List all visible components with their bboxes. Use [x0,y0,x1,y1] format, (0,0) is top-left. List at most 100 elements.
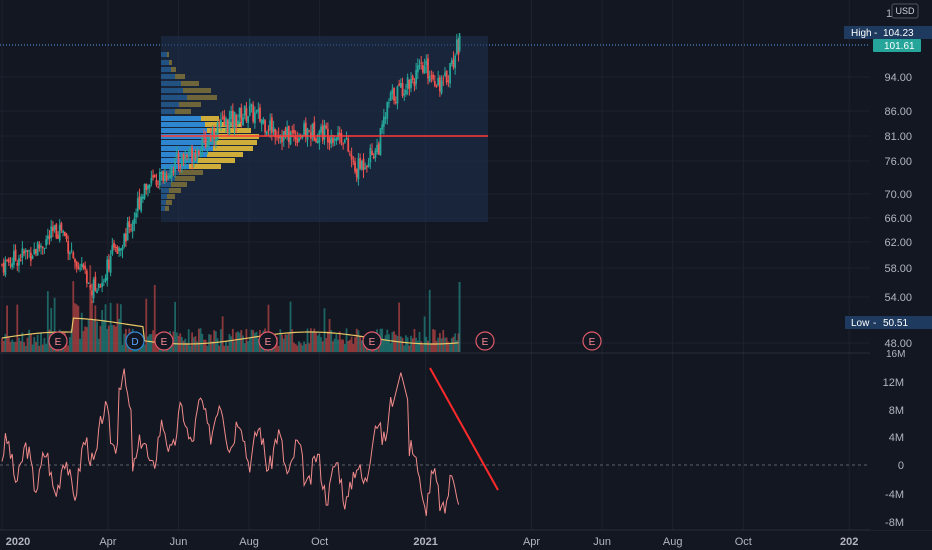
volume-bar [14,341,17,352]
volume-bar [123,333,126,352]
candle-body [296,138,299,143]
candle-body [423,66,426,74]
volume-bar [281,334,283,352]
candle-body [365,165,368,168]
volume-bar [355,328,358,352]
volume-bar [179,333,182,352]
volume-bar [311,331,314,352]
candle-body [416,65,419,73]
event-marker-earnings[interactable]: E [475,331,495,351]
currency-label: USD [895,6,915,16]
candle-body [415,70,418,84]
candle-body [233,111,236,129]
event-marker-earnings[interactable]: E [258,331,278,351]
candle-body [289,132,292,145]
volume-bar [80,312,83,352]
candle-body [422,65,424,73]
candle-body [230,111,233,119]
profile-bar-yellow [187,95,217,100]
volume-bar [455,340,458,352]
candle-body [328,139,331,143]
profile-bar-blue [161,81,181,86]
volume-bar [413,328,416,352]
osc-tick-partial: 16M [886,349,905,360]
volume-bar [218,345,221,352]
candle-body [311,123,314,138]
candle-body [281,135,283,143]
volume-bar [221,316,224,352]
candle-body [170,169,173,178]
volume-bar [243,343,246,352]
volume-bar [91,300,93,352]
currency-button[interactable]: USD [891,3,919,19]
volume-bar [408,345,411,352]
profile-bar-yellow [175,176,195,181]
volume-bar [26,337,29,352]
volume-bar [308,343,311,352]
volume-bar [357,330,360,352]
volume-bar [315,331,317,352]
high-tag-value: 104.23 [883,28,914,39]
candle-body [18,258,20,266]
candle-body [165,174,168,180]
candle-body [75,261,78,267]
volume-bar [204,339,207,352]
candle-body [265,131,268,135]
volume-bar [35,341,37,352]
profile-bar-yellow [205,122,241,127]
candle-body [408,79,411,90]
volume-bar [403,345,406,352]
event-marker-earnings[interactable]: E [154,331,174,351]
candle-body [245,108,248,121]
candle-body [272,127,275,132]
candle-body [116,246,119,254]
event-marker-earnings-future[interactable]: E [582,331,602,351]
candle-body [1,264,3,266]
candle-body [362,158,365,170]
low-tag-value: 50.51 [883,318,908,329]
price-candles [1,33,461,304]
event-marker-dividend[interactable]: D [125,331,145,351]
volume-bar [203,339,205,352]
profile-bar-yellow [189,164,221,169]
volume-bar [415,337,418,352]
profile-bar-blue [161,128,207,133]
volume-bar [104,304,107,352]
candle-body [214,138,217,142]
volume-bar [442,329,445,352]
volume-bar [321,341,324,352]
volume-bar [422,344,424,352]
candle-body [338,133,341,137]
candle-body [52,226,54,232]
price-tick-label: 81.00 [884,131,912,143]
event-marker-earnings[interactable]: E [48,331,68,351]
volume-bar [252,330,255,352]
volume-bar [418,331,421,352]
volume-bar [237,331,239,352]
volume-bar [7,336,10,352]
volume-bar [89,265,92,352]
price-tick-label: 54.00 [884,292,912,304]
time-tick-label: 2021 [413,536,437,548]
volume-bar [435,340,438,352]
candle-body [252,105,255,122]
volume-bar [291,329,294,352]
candle-body [391,89,394,94]
candle-body [449,63,451,84]
volume-bar [184,338,187,352]
volume-bar [111,325,114,352]
volume-bar [21,332,24,352]
profile-bar-yellow [169,188,181,193]
candle-body [7,258,10,263]
volume-bar [97,338,100,352]
volume-bar [101,309,104,352]
candle-body [257,109,260,113]
volume-bar [225,341,227,352]
candle-body [367,162,370,167]
event-marker-earnings[interactable]: E [362,331,382,351]
candle-body [89,285,92,288]
candle-body [274,129,277,138]
